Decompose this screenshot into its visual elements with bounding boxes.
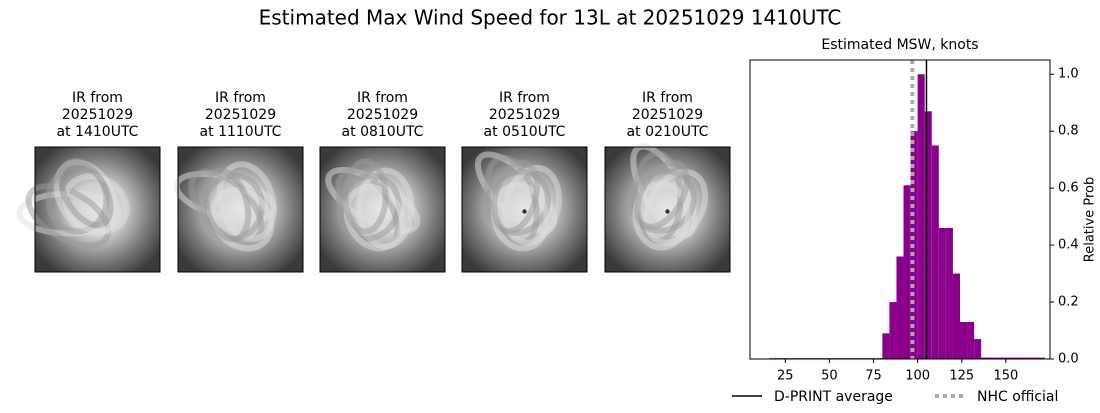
bar: [938, 228, 946, 359]
panel-title: at 1110UTC: [200, 124, 282, 140]
cloud-band: [343, 183, 406, 252]
panel-title: 20251029: [489, 107, 560, 123]
plot-frame: [749, 59, 1051, 360]
image-frame: [34, 146, 161, 273]
cloud-band: [62, 173, 130, 235]
panel-title: at 0810UTC: [342, 124, 424, 140]
cloud-band: [58, 158, 114, 229]
satellite-image: [173, 146, 304, 273]
bar: [1009, 357, 1017, 359]
bar: [882, 333, 890, 359]
panel-title: 20251029: [632, 107, 703, 123]
legend-label: NHC official: [977, 389, 1058, 405]
bar: [974, 339, 982, 359]
panel-title: 20251029: [62, 107, 133, 123]
bar: [917, 74, 925, 359]
panel-title: at 0510UTC: [484, 124, 566, 140]
x-tick-label: 75: [865, 369, 882, 384]
chart-title: Estimated MSW, knots: [821, 37, 978, 53]
cloud-band: [202, 167, 252, 243]
panel-title: IR from: [499, 90, 550, 106]
x-tick-label: 150: [993, 369, 1018, 384]
y-tick-label: 0.6: [1058, 181, 1079, 196]
cloud-band: [491, 159, 540, 234]
eye: [522, 209, 527, 214]
bar: [903, 185, 911, 359]
bar: [988, 357, 996, 359]
y-tick-label: 0.2: [1058, 295, 1079, 310]
y-axis-label: Relative Prob: [1083, 177, 1098, 262]
panel-title: IR from: [72, 90, 123, 106]
satellite-image: [461, 146, 588, 273]
cloud-band: [501, 164, 562, 246]
x-tick-label: 50: [821, 369, 838, 384]
legend-label: D-PRINT average: [774, 389, 893, 405]
figure-title: Estimated Max Wind Speed for 13L at 2025…: [259, 6, 842, 30]
image-frame: [461, 146, 588, 273]
panel-title: 20251029: [205, 107, 276, 123]
x-tick-label: 100: [905, 369, 930, 384]
bar: [967, 321, 975, 359]
satellite-image: [604, 143, 731, 273]
cloud-band: [643, 168, 709, 246]
image-frame: [319, 146, 446, 273]
y-tick-label: 0.4: [1058, 238, 1079, 253]
panel-title: at 0210UTC: [627, 124, 709, 140]
bar: [1023, 357, 1031, 359]
bar: [896, 256, 904, 359]
bar: [1037, 357, 1045, 359]
cloud-band: [25, 183, 112, 249]
bar: [889, 302, 897, 359]
bar: [1016, 357, 1024, 359]
satellite-image: [16, 146, 161, 273]
satellite-image: [319, 146, 446, 273]
x-tick-label: 125: [949, 369, 974, 384]
panel-title: 20251029: [347, 107, 418, 123]
bar: [995, 357, 1003, 359]
eye: [665, 209, 670, 214]
panel-title: at 1410UTC: [57, 124, 139, 140]
bar: [945, 228, 953, 359]
y-tick-label: 0.0: [1058, 352, 1079, 367]
bar: [924, 111, 932, 359]
bar: [1030, 357, 1038, 359]
y-tick-label: 0.8: [1058, 124, 1079, 139]
bar: [960, 321, 968, 359]
cloud-band: [634, 159, 690, 230]
panel-title: IR from: [215, 90, 266, 106]
panel-title: IR from: [642, 90, 693, 106]
image-frame: [177, 146, 304, 273]
cloud-band: [342, 158, 389, 235]
x-tick-label: 25: [777, 369, 794, 384]
bar: [1002, 357, 1010, 359]
panel-title: IR from: [357, 90, 408, 106]
bar: [931, 145, 939, 359]
image-frame: [604, 146, 731, 273]
bar: [952, 273, 960, 359]
y-tick-label: 1.0: [1058, 67, 1079, 82]
cloud-band: [216, 161, 277, 242]
bar: [981, 357, 989, 359]
